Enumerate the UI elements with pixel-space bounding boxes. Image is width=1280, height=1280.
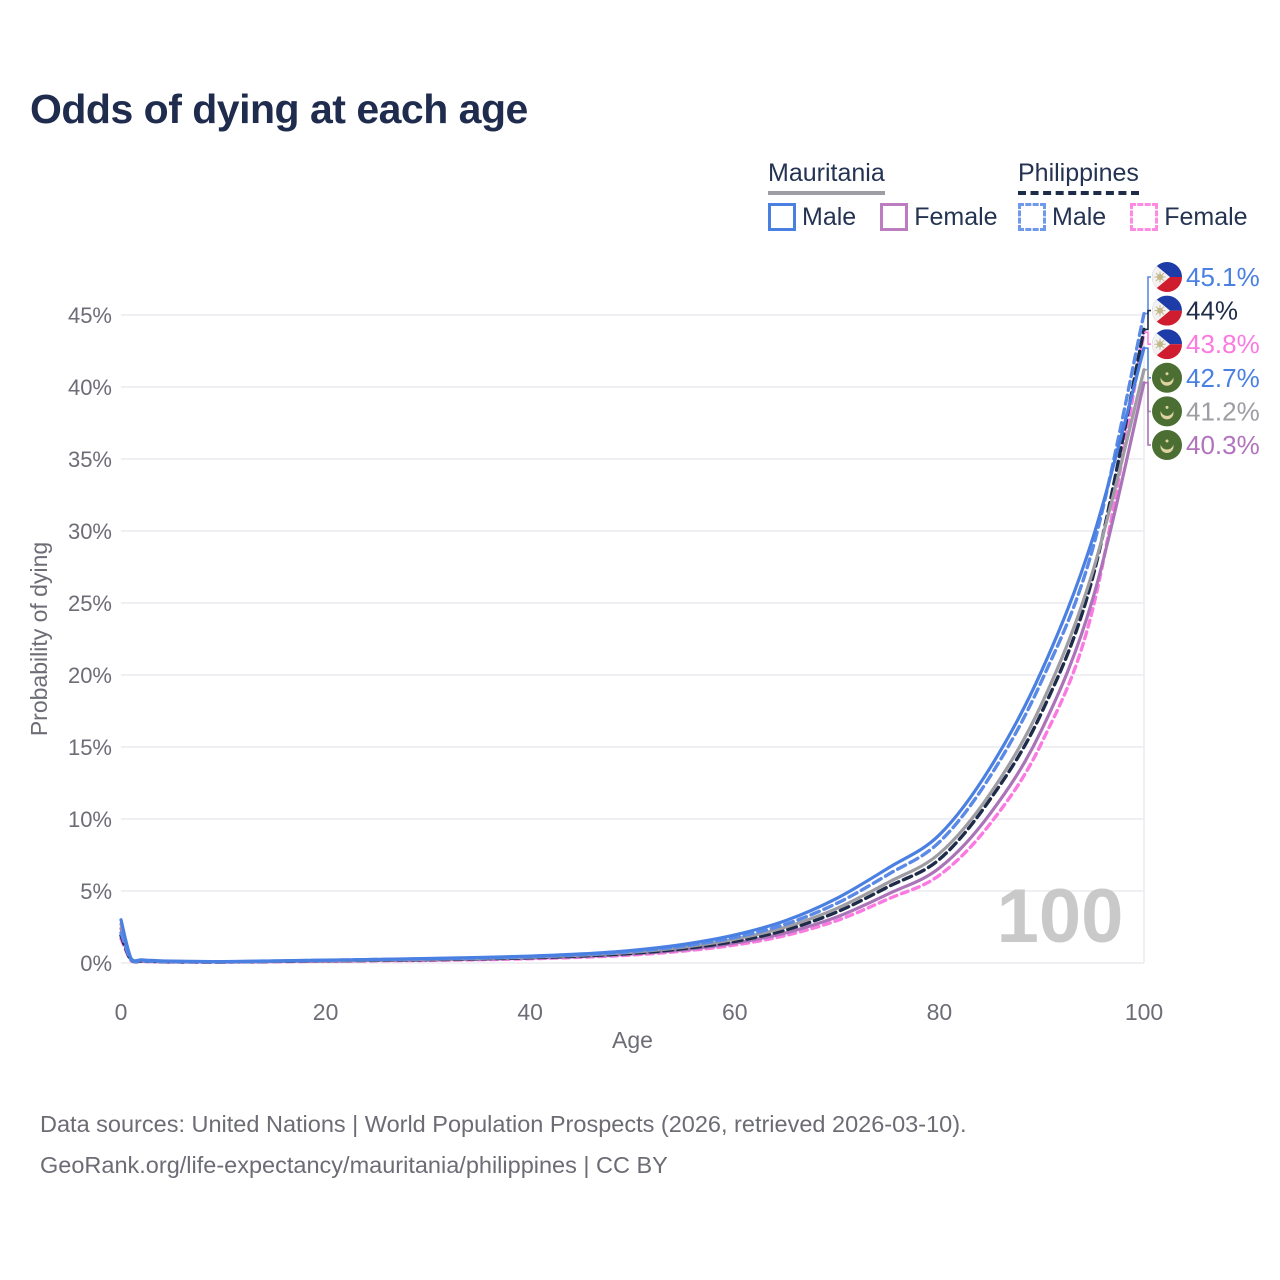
y-tick-20: 20% bbox=[68, 663, 112, 688]
y-tick-35: 35% bbox=[68, 447, 112, 472]
x-tick-60: 60 bbox=[722, 999, 748, 1025]
legend-label-philippines-female: Female bbox=[1164, 202, 1248, 231]
y-axis-label: Probability of dying bbox=[26, 542, 52, 736]
y-tick-0: 0% bbox=[80, 951, 112, 976]
end-label-philippines-female: 43.8% bbox=[1186, 329, 1260, 359]
y-tick-40: 40% bbox=[68, 375, 112, 400]
y-tick-15: 15% bbox=[68, 735, 112, 760]
footer-data-sources: Data sources: United Nations | World Pop… bbox=[40, 1111, 967, 1137]
legend-group-mauritania: Mauritania Male Female bbox=[768, 159, 998, 232]
x-axis-label: Age bbox=[612, 1027, 653, 1053]
leader-line-mauritania-female bbox=[1144, 381, 1151, 446]
y-tick-45: 45% bbox=[68, 303, 112, 328]
y-tick-30: 30% bbox=[68, 519, 112, 544]
legend-swatch-mauritania-male bbox=[768, 203, 796, 231]
mauritania-flag-icon bbox=[1152, 396, 1182, 427]
series-line-mauritania-female bbox=[119, 381, 1146, 964]
end-label-philippines-male: 45.1% bbox=[1186, 262, 1260, 292]
legend-items-mauritania: Male Female bbox=[768, 203, 998, 232]
legend-label-mauritania-female: Female bbox=[914, 202, 998, 231]
end-label-philippines: 44% bbox=[1186, 296, 1238, 326]
legend-header-philippines[interactable]: Philippines bbox=[1018, 159, 1139, 195]
legend-label-mauritania-male: Male bbox=[802, 202, 857, 231]
legend-items-philippines: Male Female bbox=[1018, 203, 1248, 232]
x-tick-40: 40 bbox=[517, 999, 543, 1025]
legend-item-philippines-male[interactable]: Male bbox=[1018, 203, 1106, 232]
legend-group-philippines: Philippines Male Female bbox=[1018, 159, 1248, 232]
end-label-mauritania: 41.2% bbox=[1186, 396, 1260, 426]
x-tick-20: 20 bbox=[313, 999, 339, 1025]
age-watermark: 100 bbox=[997, 874, 1124, 959]
legend-item-philippines-female[interactable]: Female bbox=[1130, 202, 1248, 232]
chart-footer: Data sources: United Nations | World Pop… bbox=[40, 1104, 967, 1186]
chart-title: Odds of dying at each age bbox=[30, 86, 528, 132]
legend-swatch-philippines-male bbox=[1018, 203, 1046, 231]
y-tick-5: 5% bbox=[80, 879, 112, 904]
x-tick-100: 100 bbox=[1125, 999, 1163, 1025]
legend-swatch-philippines-female bbox=[1130, 203, 1159, 231]
philippines-flag-icon bbox=[1152, 329, 1182, 360]
mauritania-flag-icon bbox=[1152, 362, 1182, 393]
legend-header-mauritania[interactable]: Mauritania bbox=[768, 159, 885, 195]
legend-item-mauritania-male[interactable]: Male bbox=[768, 203, 856, 232]
end-label-mauritania-female: 40.3% bbox=[1186, 430, 1260, 460]
series-line-philippines-female bbox=[119, 330, 1146, 964]
series-line-philippines bbox=[119, 327, 1146, 964]
leader-line-philippines bbox=[1144, 309, 1151, 331]
mauritania-flag-icon bbox=[1152, 430, 1182, 460]
end-label-mauritania-male: 42.7% bbox=[1186, 363, 1260, 393]
y-tick-10: 10% bbox=[68, 807, 112, 832]
philippines-flag-icon bbox=[1152, 262, 1182, 292]
series-line-philippines-male bbox=[119, 311, 1146, 964]
legend-label-philippines-male: Male bbox=[1052, 202, 1107, 231]
leader-line-philippines-male bbox=[1144, 276, 1151, 315]
x-tick-80: 80 bbox=[927, 999, 953, 1025]
legend-item-mauritania-female[interactable]: Female bbox=[880, 202, 998, 232]
y-tick-25: 25% bbox=[68, 591, 112, 616]
footer-attribution: GeoRank.org/life-expectancy/mauritania/p… bbox=[40, 1152, 668, 1178]
legend-swatch-mauritania-female bbox=[880, 203, 909, 231]
philippines-flag-icon bbox=[1152, 295, 1182, 326]
leader-line-philippines-female bbox=[1144, 331, 1151, 346]
leader-line-mauritania-male bbox=[1144, 347, 1151, 379]
x-tick-0: 0 bbox=[115, 999, 128, 1025]
series-line-mauritania-male bbox=[119, 346, 1146, 964]
